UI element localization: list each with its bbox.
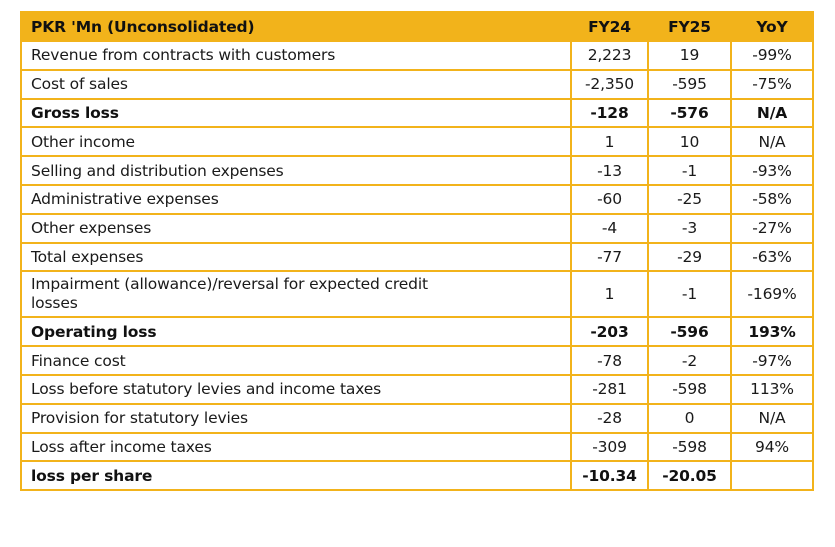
table-header: PKR 'Mn (Unconsolidated) FY24 FY25 YoY: [20, 11, 814, 42]
row-fy25: -576: [647, 97, 732, 129]
row-yoy: -99%: [730, 40, 814, 71]
row-fy24: -10.34: [570, 460, 649, 492]
row-fy25: -595: [647, 68, 732, 100]
table-row-impairment: Impairment (allowance)/reversal for expe…: [20, 270, 814, 319]
row-yoy: -27%: [730, 212, 814, 244]
table-row-revenue: Revenue from contracts with customers 2,…: [20, 40, 814, 71]
row-label: Loss after income taxes: [20, 431, 572, 463]
row-fy25: -598: [647, 373, 732, 405]
table-row-administrative: Administrative expenses -60 -25 -58%: [20, 183, 814, 215]
row-fy24: 2,223: [570, 40, 649, 71]
row-label: Administrative expenses: [20, 183, 572, 215]
row-fy25: -29: [647, 241, 732, 273]
row-label: Impairment (allowance)/reversal for expe…: [20, 270, 572, 319]
row-label: Other income: [20, 126, 572, 158]
row-fy25: -2: [647, 345, 732, 376]
row-yoy: N/A: [730, 402, 814, 434]
row-label: Gross loss: [20, 97, 572, 129]
row-label: Finance cost: [20, 345, 572, 376]
row-fy25: -1: [647, 270, 732, 319]
row-label: Other expenses: [20, 212, 572, 244]
row-yoy: [730, 460, 814, 492]
table-row-cost-of-sales: Cost of sales -2,350 -595 -75%: [20, 68, 814, 100]
row-fy24: -128: [570, 97, 649, 129]
row-fy24: -281: [570, 373, 649, 405]
table-row-gross-loss: Gross loss -128 -576 N/A: [20, 97, 814, 129]
row-fy24: -203: [570, 316, 649, 348]
table-body: Revenue from contracts with customers 2,…: [20, 40, 814, 492]
row-yoy: 193%: [730, 316, 814, 348]
row-fy25: -598: [647, 431, 732, 463]
row-yoy: 113%: [730, 373, 814, 405]
row-fy25: -25: [647, 183, 732, 215]
row-label: Operating loss: [20, 316, 572, 348]
row-fy24: -4: [570, 212, 649, 244]
row-fy25: -20.05: [647, 460, 732, 492]
row-yoy: N/A: [730, 126, 814, 158]
table-row-operating-loss: Operating loss -203 -596 193%: [20, 316, 814, 348]
row-fy24: -2,350: [570, 68, 649, 100]
header-yoy: YoY: [730, 11, 814, 42]
income-statement-table: PKR 'Mn (Unconsolidated) FY24 FY25 YoY R…: [20, 11, 814, 492]
row-yoy: -58%: [730, 183, 814, 215]
row-fy24: 1: [570, 270, 649, 319]
row-fy24: -78: [570, 345, 649, 376]
row-yoy: -75%: [730, 68, 814, 100]
row-fy25: -1: [647, 155, 732, 186]
row-fy24: -77: [570, 241, 649, 273]
table-row-loss-per-share: loss per share -10.34 -20.05: [20, 460, 814, 492]
row-yoy: N/A: [730, 97, 814, 129]
row-yoy: -169%: [730, 270, 814, 319]
row-fy25: -3: [647, 212, 732, 244]
table-row-loss-before-levies: Loss before statutory levies and income …: [20, 373, 814, 405]
table-row-finance-cost: Finance cost -78 -2 -97%: [20, 345, 814, 376]
table-row-loss-after-taxes: Loss after income taxes -309 -598 94%: [20, 431, 814, 463]
row-fy24: -28: [570, 402, 649, 434]
header-row: PKR 'Mn (Unconsolidated) FY24 FY25 YoY: [20, 11, 814, 42]
header-label: PKR 'Mn (Unconsolidated): [20, 11, 572, 42]
row-fy24: -13: [570, 155, 649, 186]
row-fy25: -596: [647, 316, 732, 348]
table-row-selling-distribution: Selling and distribution expenses -13 -1…: [20, 155, 814, 186]
row-yoy: -93%: [730, 155, 814, 186]
table-row-statutory-levies: Provision for statutory levies -28 0 N/A: [20, 402, 814, 434]
row-label: Loss before statutory levies and income …: [20, 373, 572, 405]
row-yoy: -63%: [730, 241, 814, 273]
row-fy25: 10: [647, 126, 732, 158]
row-label: Cost of sales: [20, 68, 572, 100]
row-label: Provision for statutory levies: [20, 402, 572, 434]
header-fy24: FY24: [570, 11, 649, 42]
row-yoy: -97%: [730, 345, 814, 376]
row-label: Selling and distribution expenses: [20, 155, 572, 186]
row-label: Total expenses: [20, 241, 572, 273]
header-fy25: FY25: [647, 11, 732, 42]
row-yoy: 94%: [730, 431, 814, 463]
row-fy25: 0: [647, 402, 732, 434]
row-fy24: -309: [570, 431, 649, 463]
row-fy25: 19: [647, 40, 732, 71]
row-fy24: 1: [570, 126, 649, 158]
row-label: Revenue from contracts with customers: [20, 40, 572, 71]
row-fy24: -60: [570, 183, 649, 215]
row-label: loss per share: [20, 460, 572, 492]
table-row-other-expenses: Other expenses -4 -3 -27%: [20, 212, 814, 244]
table-row-other-income: Other income 1 10 N/A: [20, 126, 814, 158]
table-row-total-expenses: Total expenses -77 -29 -63%: [20, 241, 814, 273]
